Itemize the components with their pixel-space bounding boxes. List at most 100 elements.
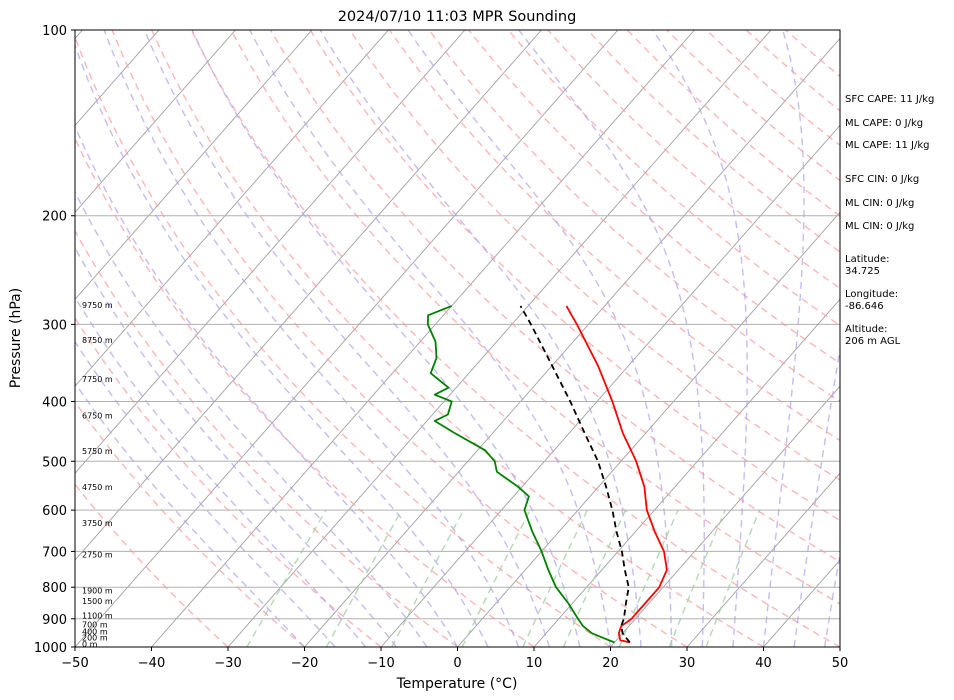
moist-adiabat-line [652, 30, 748, 647]
height-label: 1100 m [82, 612, 113, 621]
x-tick-label: 50 [832, 656, 849, 671]
moist-adiabat-line [191, 30, 581, 647]
height-label: 6750 m [82, 411, 113, 420]
y-tick-label: 100 [42, 24, 67, 39]
y-tick-label: 400 [42, 395, 67, 410]
x-tick-label: 0 [453, 656, 461, 671]
y-tick-label: 1000 [34, 641, 67, 656]
moist-adiabat-line [793, 344, 840, 647]
background-lines [75, 30, 840, 647]
dry-adiabat-line [230, 30, 840, 605]
longitude-value: -86.646 [845, 301, 884, 312]
isotherm-line [75, 30, 466, 474]
isotherm-line [457, 211, 840, 647]
height-label: 200 m [82, 633, 108, 642]
y-tick-label: 600 [42, 504, 67, 519]
isotherm-line [75, 30, 313, 300]
isotherm-line [304, 37, 840, 647]
latitude-value: 34.725 [845, 266, 880, 277]
height-labels: 9750 m 8750 m 7750 m 6750 m 5750 m 4750 m 3750… [82, 301, 113, 649]
moist-adiabat-line [75, 190, 428, 647]
x-tick-label: −40 [138, 656, 165, 671]
height-label: 700 m [82, 621, 108, 630]
height-label: 0 m [82, 640, 98, 649]
dry-adiabat-line [309, 30, 840, 522]
dry-adiabat-line [75, 136, 535, 647]
dry-adiabat-line [75, 229, 458, 647]
mixing-ratio-line [391, 509, 465, 647]
height-label: 8750 m [82, 336, 113, 345]
altitude-label: Altitude: [845, 324, 887, 335]
y-tick-label: 300 [42, 318, 67, 333]
isotherm-line [75, 30, 236, 214]
y-axis-ticks: 100 200 300 400 500 600 700 800 900 1000 [34, 24, 75, 656]
moist-adiabat-line [319, 30, 642, 647]
isotherm-line [75, 30, 542, 561]
height-label: 1500 m [82, 597, 113, 606]
x-tick-label: 10 [526, 656, 543, 671]
dry-adiabat-line [468, 30, 840, 365]
x-tick-label: −50 [61, 656, 88, 671]
dry-adiabat-line [269, 30, 840, 563]
height-label: 9750 m [82, 301, 113, 310]
moist-adiabat-line [518, 30, 705, 647]
moist-adiabat-line [143, 30, 550, 647]
dry-adiabat-line [75, 34, 611, 647]
ml-cin-text: ML CIN: 0 J/kg [845, 198, 914, 209]
height-label: 2750 m [82, 551, 113, 560]
dry-adiabat-line [388, 30, 840, 442]
x-axis-label: Temperature (°C) [396, 676, 518, 692]
y-tick-label: 200 [42, 210, 67, 225]
x-tick-label: −30 [214, 656, 241, 671]
moist-adiabat-line [762, 30, 805, 647]
y-tick-label: 500 [42, 455, 67, 470]
height-label: 1900 m [82, 587, 113, 596]
moist-adiabat-line [407, 30, 673, 647]
mixing-ratio-line [325, 509, 403, 647]
dry-adiabat-line [151, 30, 764, 647]
pressure-gridlines [75, 215, 840, 620]
temperature-line [565, 305, 668, 644]
moist-adiabat-line [75, 43, 489, 647]
y-tick-label: 800 [42, 581, 67, 596]
x-tick-label: 40 [755, 656, 772, 671]
altitude-value: 206 m AGL [845, 336, 901, 347]
series-lines [426, 305, 668, 644]
x-tick-label: 20 [602, 656, 619, 671]
y-tick-label: 700 [42, 545, 67, 560]
dry-adiabat-line [75, 400, 305, 647]
moist-adiabat-line [249, 30, 612, 647]
height-label: 7750 m [82, 375, 113, 384]
ml-cape-text: ML CAPE: 0 J/kg [845, 118, 923, 129]
moist-adiabat-line [75, 381, 305, 647]
dry-adiabat-line [190, 30, 840, 647]
x-tick-label: 30 [679, 656, 696, 671]
isotherm-line [227, 30, 772, 647]
x-tick-label: −20 [291, 656, 318, 671]
moist-adiabat-line [75, 340, 336, 647]
dry-adiabat-line [75, 483, 229, 647]
isotherm-line [380, 124, 840, 647]
ml-cape-text-2: ML CAPE: 11 J/kg [845, 140, 929, 151]
height-label: 400 m [82, 628, 108, 637]
isotherm-line [533, 298, 840, 647]
dry-adiabat-line [428, 30, 840, 403]
height-label: 5750 m [82, 447, 113, 456]
moist-adiabat-line [75, 296, 367, 647]
sfc-cape-text: SFC CAPE: 11 J/kg [845, 94, 934, 105]
parcel-path-line [519, 305, 631, 643]
isotherm-line [75, 30, 389, 387]
isotherm-line [75, 30, 619, 647]
longitude-label: Longitude: [845, 289, 898, 300]
height-label: 4750 m [82, 483, 113, 492]
indices-panel: SFC CAPE: 11 J/kg ML CAPE: 0 J/kg ML CAP… [845, 94, 934, 232]
location-panel: Latitude: 34.725 Longitude: -86.646 Alti… [845, 254, 901, 347]
x-tick-label: −10 [367, 656, 394, 671]
moist-adiabat-line [75, 124, 459, 647]
x-axis-ticks: −50 −40 −30 −20 −10 0 10 20 30 40 50 [61, 647, 848, 671]
y-axis-label: Pressure (hPa) [8, 288, 24, 388]
chart-title: 2024/07/10 11:03 MPR Sounding [338, 9, 577, 25]
isotherm-line [610, 385, 840, 647]
